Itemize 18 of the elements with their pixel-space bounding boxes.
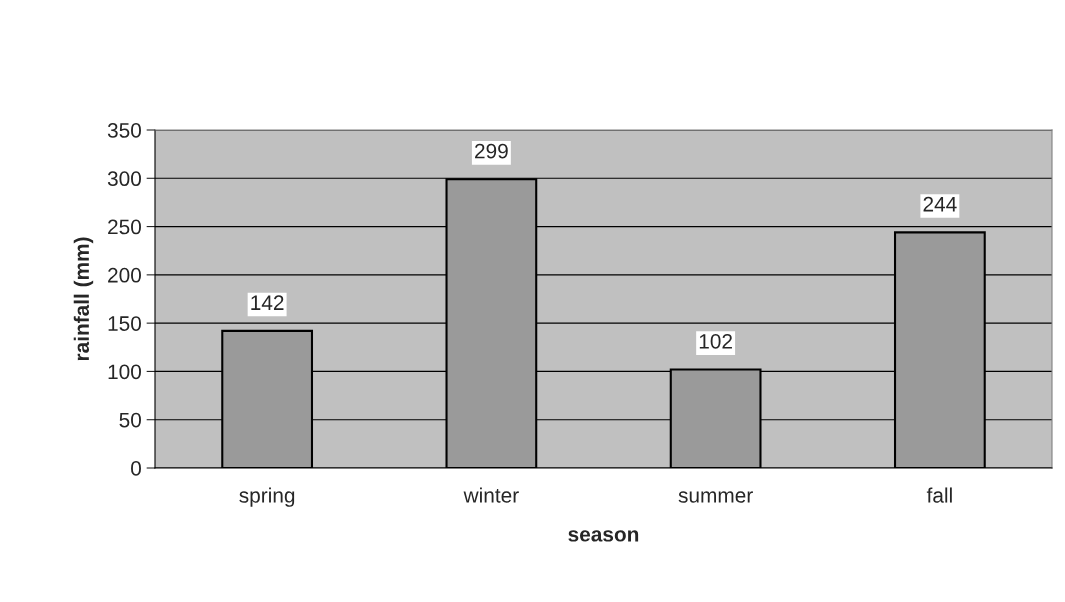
y-tick-label: 300 bbox=[107, 171, 141, 187]
x-tick-label: spring bbox=[239, 487, 295, 507]
y-tick-label: 50 bbox=[119, 412, 141, 428]
y-tick-label: 0 bbox=[131, 461, 141, 476]
y-tick-label: 350 bbox=[107, 123, 141, 138]
y-tick-label: 250 bbox=[108, 219, 141, 235]
data-label: 142 bbox=[251, 295, 284, 310]
data-label: 102 bbox=[699, 333, 732, 349]
x-axis-title: season bbox=[568, 530, 639, 542]
x-tick-label: fall bbox=[926, 487, 952, 503]
x-tick-label: winter bbox=[463, 487, 519, 503]
y-tick-label: 150 bbox=[108, 316, 141, 331]
data-label: 299 bbox=[475, 143, 508, 159]
y-tick-label: 200 bbox=[108, 267, 141, 283]
x-tick-label: summer bbox=[678, 491, 753, 503]
y-tick-label: 100 bbox=[108, 364, 141, 380]
data-label: 244 bbox=[923, 196, 957, 212]
y-axis-title: rainfall (mm) bbox=[73, 237, 94, 361]
